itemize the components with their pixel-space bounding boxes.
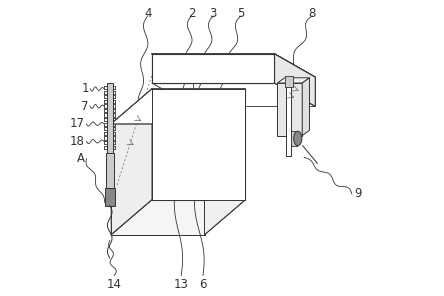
Polygon shape (111, 124, 205, 235)
Text: 7: 7 (81, 100, 89, 113)
Polygon shape (105, 188, 115, 205)
Text: 8: 8 (309, 7, 316, 20)
Text: 17: 17 (70, 118, 85, 130)
Text: 5: 5 (237, 7, 245, 20)
Text: 2: 2 (188, 7, 195, 20)
Polygon shape (111, 89, 152, 235)
Polygon shape (278, 78, 309, 83)
Polygon shape (106, 153, 114, 188)
Polygon shape (285, 76, 293, 87)
Text: 4: 4 (144, 7, 151, 20)
Text: 18: 18 (70, 135, 85, 148)
Polygon shape (152, 54, 315, 77)
Polygon shape (107, 83, 113, 153)
Text: 13: 13 (174, 279, 189, 292)
Polygon shape (152, 54, 274, 83)
Text: 3: 3 (210, 7, 217, 20)
Text: 14: 14 (107, 279, 122, 292)
Polygon shape (291, 131, 297, 146)
Polygon shape (286, 86, 291, 156)
Polygon shape (111, 89, 246, 124)
Text: 1: 1 (81, 82, 89, 95)
Polygon shape (278, 83, 302, 136)
Polygon shape (205, 89, 246, 235)
Polygon shape (152, 89, 246, 200)
Text: 6: 6 (199, 279, 207, 292)
Polygon shape (274, 54, 315, 106)
Polygon shape (302, 78, 309, 136)
Text: 9: 9 (355, 187, 362, 200)
Text: A: A (77, 152, 85, 165)
Ellipse shape (293, 131, 302, 146)
